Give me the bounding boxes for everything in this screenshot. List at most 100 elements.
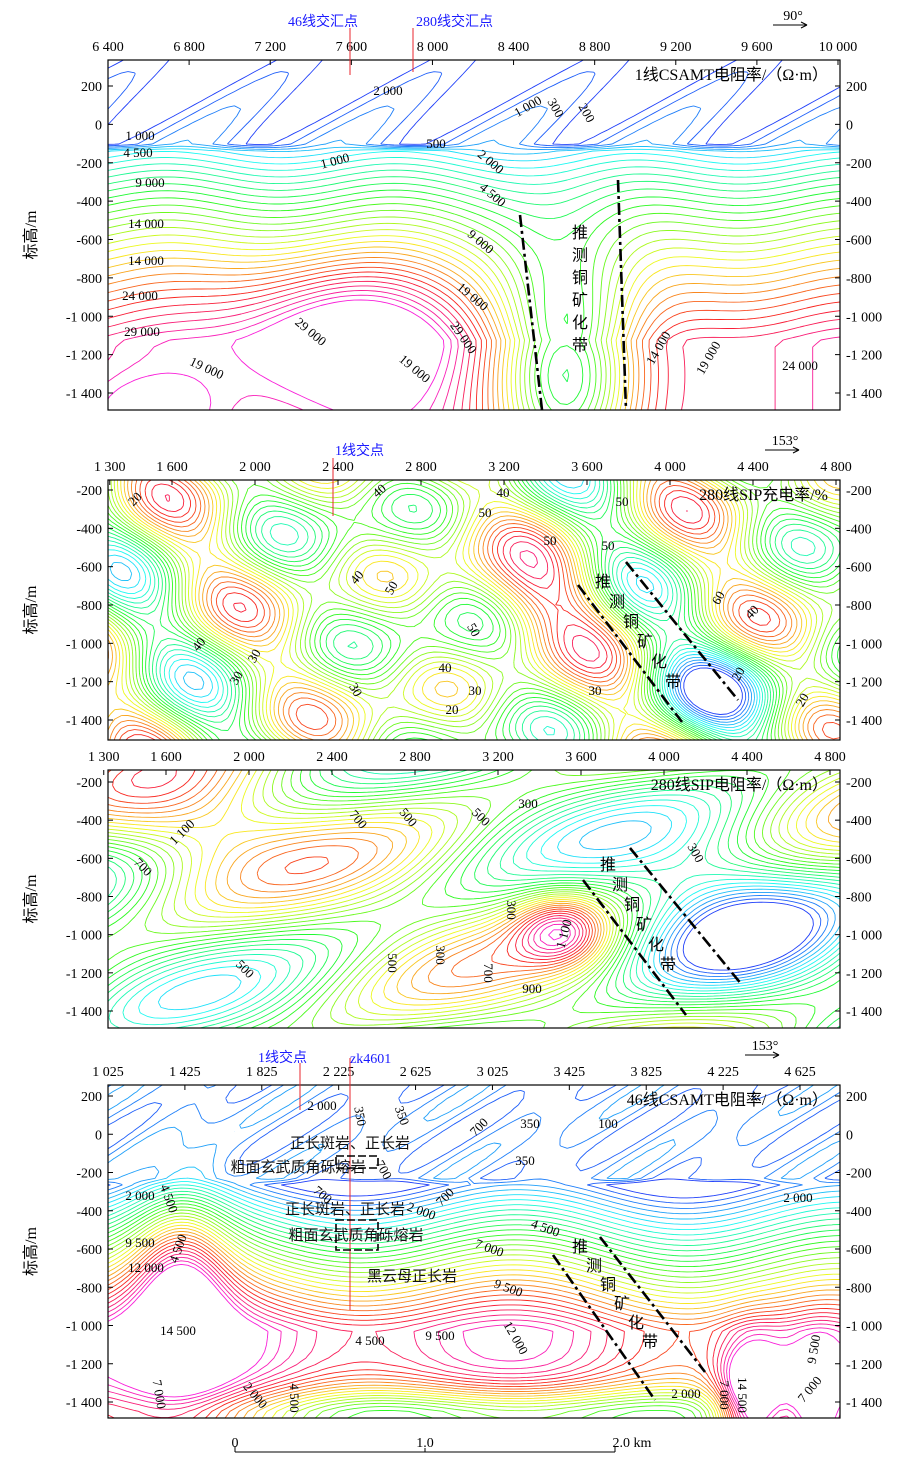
x-tick-label: 2 800 — [399, 750, 431, 765]
contour-line — [108, 148, 840, 162]
x-tick-label: 8 400 — [498, 40, 530, 55]
y-tick-label-right: -600 — [846, 234, 872, 249]
contour-label: 30 — [346, 680, 365, 699]
zone-label-char: 推 — [572, 1238, 588, 1256]
contour-line — [108, 257, 840, 410]
contour-line — [108, 1243, 840, 1418]
contour-line — [108, 1234, 840, 1418]
x-tick-label: 4 800 — [820, 460, 852, 475]
y-tick-label-right: -800 — [846, 1281, 872, 1296]
contour-lines — [108, 1085, 840, 1418]
contour-label: 4 500 — [477, 179, 509, 209]
y-tick-label-left: -800 — [76, 272, 102, 287]
contour-label: 500 — [385, 953, 400, 973]
contour-label: 40 — [439, 660, 452, 675]
contour-line — [108, 1197, 840, 1257]
contour-line — [108, 480, 840, 740]
contour-label: 30 — [244, 646, 263, 665]
contour-line — [521, 915, 584, 957]
scale-bar: 0 1.0 2.0 km — [232, 1436, 652, 1453]
contour-label: 40 — [347, 567, 367, 587]
y-tick-label-left: -1 400 — [66, 387, 102, 402]
contour-line — [108, 266, 840, 410]
contour-line — [108, 150, 840, 169]
y-tick-label-right: -200 — [846, 157, 872, 172]
y-tick-label-left: -800 — [76, 1281, 102, 1296]
y-tick-label-right: -200 — [846, 776, 872, 791]
y-tick-label-left: -200 — [76, 484, 102, 499]
x-tick-label: 7 600 — [336, 40, 368, 55]
contour-label: 30 — [226, 668, 245, 687]
intersection-marker-label: 1线交点 — [335, 442, 384, 459]
contour-label: 50 — [544, 533, 557, 548]
contour-line — [108, 480, 840, 740]
y-tick-label-right: -600 — [846, 852, 872, 867]
core-interval-box — [335, 1219, 379, 1251]
contour-line — [108, 1209, 840, 1418]
inferred-zone-boundary — [624, 561, 740, 701]
x-tick-label: 1 425 — [169, 1065, 201, 1080]
zone-label-char: 铜 — [624, 896, 640, 914]
contour-label: 19 000 — [396, 351, 433, 385]
contour-line — [138, 805, 840, 1019]
contour-line — [108, 156, 840, 177]
contour-label: 40 — [497, 485, 510, 500]
x-tick-label: 3 425 — [554, 1065, 586, 1080]
y-tick-label-right: -800 — [846, 891, 872, 906]
y-tick-label-left: 200 — [81, 1090, 102, 1105]
x-tick-label: 6 800 — [173, 40, 205, 55]
y-tick-label-right: -1 000 — [846, 929, 882, 944]
contour-line — [108, 294, 452, 410]
contour-lines — [108, 770, 840, 1028]
x-tick-label: 3 600 — [565, 750, 597, 765]
y-tick-label-left: -1 200 — [66, 349, 102, 364]
y-tick-label-right: -1 400 — [846, 387, 882, 402]
contour-label: 12 000 — [128, 1260, 164, 1275]
intersection-marker-label: 1线交点 — [258, 1049, 307, 1066]
y-tick-label-right: -400 — [846, 522, 872, 537]
x-tick-label: 10 000 — [819, 40, 858, 55]
direction-arrow-icon — [745, 1051, 780, 1059]
plot-frame — [107, 479, 841, 741]
contour-line — [108, 480, 840, 740]
x-tick-label: 1 300 — [88, 750, 120, 765]
plot-frame — [107, 769, 841, 1029]
contour-line — [108, 290, 840, 410]
y-tick-label-right: -1 400 — [846, 714, 882, 729]
intersection-marker-label: zk4601 — [350, 1052, 391, 1067]
contour-line — [670, 895, 829, 978]
contour-line — [108, 480, 840, 740]
zone-label-char: 矿 — [614, 1295, 630, 1313]
x-tick-label: 9 200 — [660, 40, 692, 55]
contour-label: 7 000 — [717, 1380, 732, 1409]
contour-line — [108, 299, 445, 410]
contour-label: 9 000 — [135, 175, 164, 190]
contour-line — [108, 480, 840, 740]
zone-label-char: 铜 — [572, 269, 588, 287]
contour-line — [108, 770, 840, 1028]
contour-label: 30 — [589, 683, 602, 698]
panel-title: 280线SIP充电率/% — [699, 486, 828, 504]
y-tick-label-right: -200 — [846, 1167, 872, 1182]
contour-line — [157, 811, 840, 1011]
zone-label-char: 带 — [660, 956, 676, 974]
direction-label: 153° — [772, 434, 799, 449]
contour-line — [664, 891, 836, 981]
contour-line — [108, 280, 840, 410]
y-tick-label-right: 200 — [846, 80, 867, 95]
y-axis-label: 标高/m — [22, 1227, 40, 1276]
x-tick-label: 1 825 — [246, 1065, 278, 1080]
zone-label-char: 推 — [600, 856, 616, 874]
contour-line — [108, 229, 840, 410]
contour-label: 9 500 — [425, 1328, 454, 1343]
contour-line — [108, 770, 840, 1028]
contour-line — [108, 1218, 840, 1418]
y-tick-label-left: -1 400 — [66, 1396, 102, 1411]
y-tick-label-left: -800 — [76, 891, 102, 906]
contour-line — [108, 770, 840, 1028]
x-tick-label: 1 600 — [156, 460, 188, 475]
y-axis-label: 标高/m — [22, 585, 40, 634]
contour-label: 300 — [685, 841, 708, 865]
x-tick-label: 1 025 — [92, 1065, 124, 1080]
contour-line — [108, 1085, 840, 1204]
